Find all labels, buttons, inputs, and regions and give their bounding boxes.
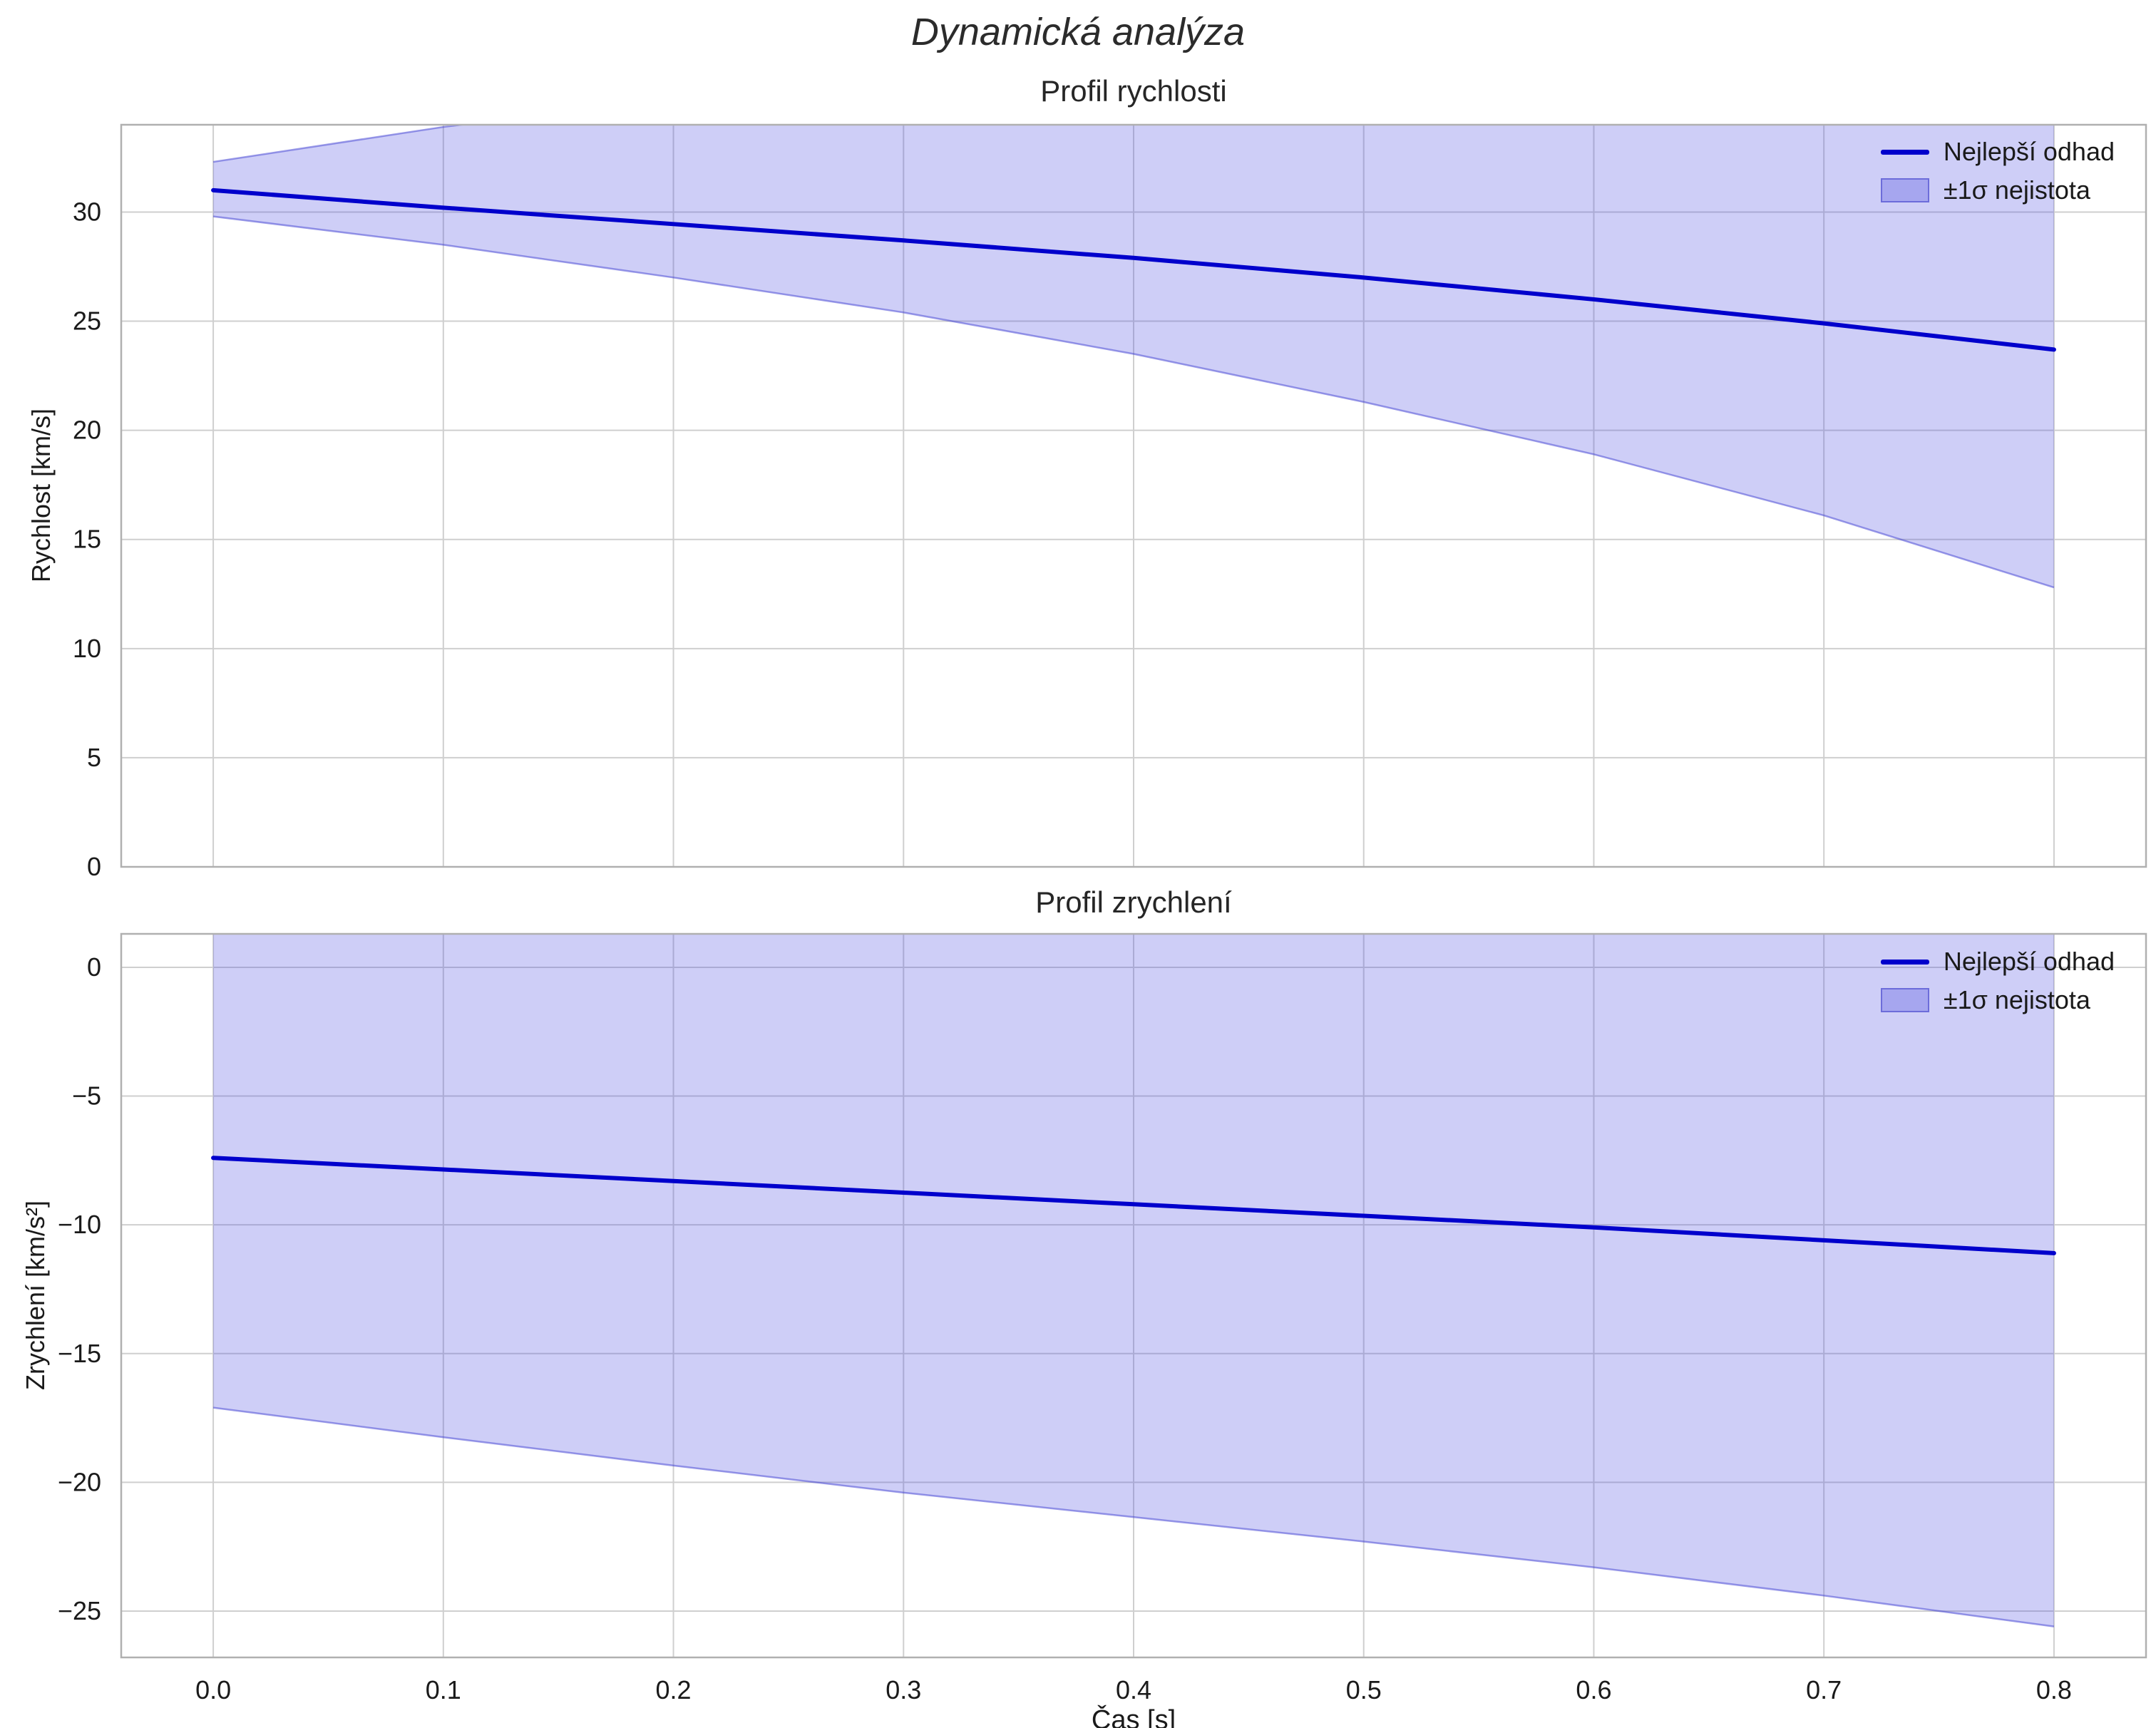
- y-tick-label: 5: [87, 743, 101, 772]
- y-tick-label: 0: [87, 952, 101, 982]
- y-tick-label: 10: [73, 634, 101, 663]
- subplot-1: 0 5 10 15 20 25 30: [73, 123, 2147, 881]
- y-tick-label: −20: [58, 1467, 101, 1496]
- y-tick-label: −5: [72, 1081, 101, 1111]
- legend-band-swatch-icon: [1880, 178, 1929, 202]
- legend-label-best-estimate: Nejlepší odhad: [1943, 947, 2115, 976]
- y-tick-label: 30: [73, 197, 101, 226]
- y-tick-label: 25: [73, 307, 101, 336]
- subplot-1-title: Profil rychlosti: [1040, 74, 1227, 108]
- band-lower-edge: [212, 1406, 2055, 1627]
- x-tick-label: 0.4: [1116, 1675, 1151, 1704]
- y-tick-label: 20: [73, 416, 101, 445]
- y-tick-label: 0: [87, 852, 101, 881]
- subplot-2: 0 −5 −10 −15 −20 −25 0.0 0.1 0.2 0.3 0.4 0.5 0.6 0.7 0…: [58, 880, 2147, 1704]
- legend-row: Nejlepší odhad: [1880, 137, 2115, 167]
- figure-title: Dynamická analýza: [910, 11, 1246, 53]
- uncertainty-band: [213, 934, 2054, 1627]
- legend-row: ±1σ nejistota: [1880, 985, 2115, 1015]
- axes-border: [120, 932, 2147, 1659]
- y-tick-label: −15: [58, 1339, 101, 1368]
- x-tick-label: 0.2: [656, 1675, 692, 1704]
- x-axis-label: Čas [s]: [1091, 1705, 1176, 1728]
- legend-row: ±1σ nejistota: [1880, 175, 2115, 205]
- uncertainty-band: [213, 125, 2054, 588]
- x-tick-label: 0.6: [1576, 1675, 1611, 1704]
- y-tick-label: −10: [58, 1210, 101, 1239]
- x-tick-label: 0.5: [1346, 1675, 1382, 1704]
- legend-label-best-estimate: Nejlepší odhad: [1943, 137, 2115, 166]
- axes-border: [120, 123, 2147, 868]
- best-estimate-line: [211, 187, 2056, 352]
- subplot-2-legend: Nejlepší odhad ±1σ nejistota: [1880, 947, 2115, 1015]
- legend-band-swatch-icon: [1880, 988, 1929, 1012]
- x-tick-label: 0.1: [426, 1675, 461, 1704]
- subplot-2-title: Profil zrychlení: [1035, 885, 1232, 919]
- x-tick-label: 0.3: [885, 1675, 921, 1704]
- x-tick-label: 0.0: [195, 1675, 231, 1704]
- subplot-1-legend: Nejlepší odhad ±1σ nejistota: [1880, 137, 2115, 205]
- legend-label-uncertainty: ±1σ nejistota: [1943, 985, 2090, 1014]
- band-upper-edge: [213, 880, 2054, 908]
- legend-label-uncertainty: ±1σ nejistota: [1943, 175, 2090, 205]
- y-tick-label: 15: [73, 525, 101, 554]
- best-estimate-line: [211, 1156, 2056, 1255]
- legend-row: Nejlepší odhad: [1880, 947, 2115, 977]
- band-lower-edge: [212, 215, 2055, 589]
- y-tick-label: −25: [58, 1596, 101, 1625]
- x-tick-label: 0.7: [1806, 1675, 1842, 1704]
- legend-line-swatch-icon: [1880, 149, 1929, 155]
- legend-line-swatch-icon: [1880, 959, 1929, 965]
- x-tick-label: 0.8: [2036, 1675, 2072, 1704]
